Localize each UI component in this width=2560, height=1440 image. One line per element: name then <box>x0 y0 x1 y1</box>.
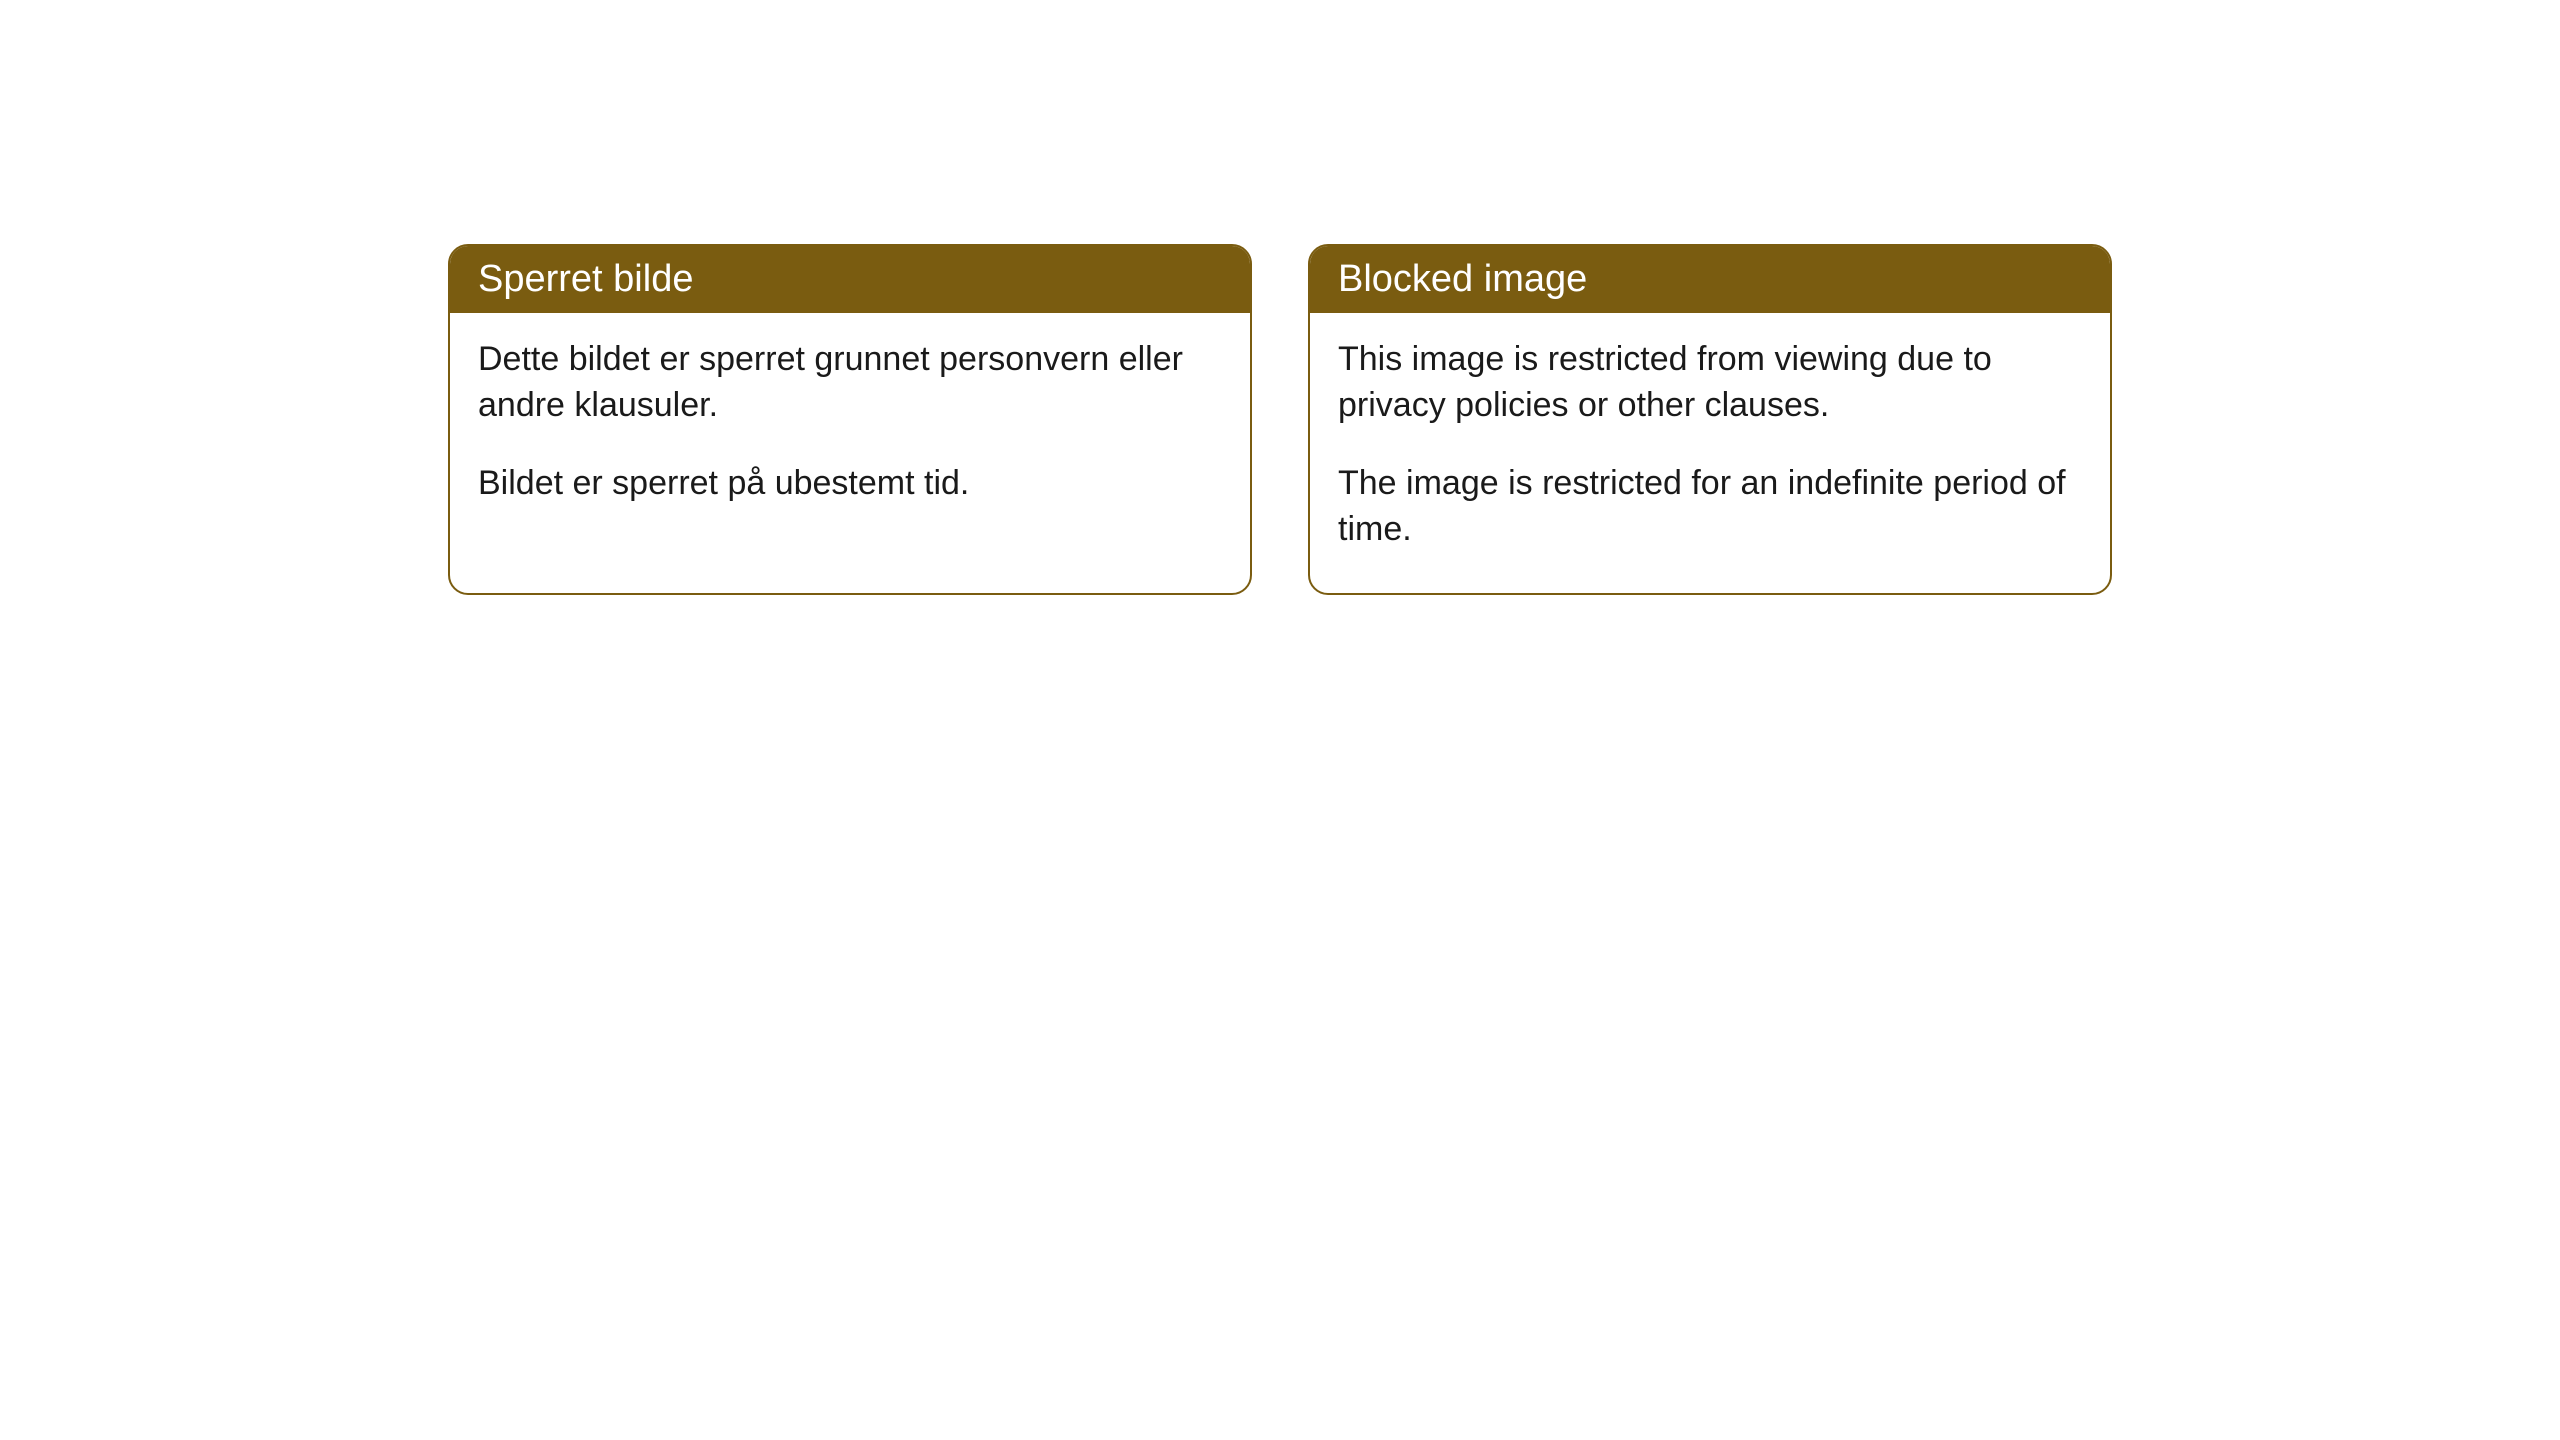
card-header: Sperret bilde <box>450 246 1250 313</box>
notice-container: Sperret bilde Dette bildet er sperret gr… <box>0 0 2560 595</box>
card-title: Blocked image <box>1338 258 1587 300</box>
card-title: Sperret bilde <box>478 258 693 300</box>
card-paragraph: Dette bildet er sperret grunnet personve… <box>478 337 1222 429</box>
card-paragraph: Bildet er sperret på ubestemt tid. <box>478 461 1222 507</box>
notice-card-english: Blocked image This image is restricted f… <box>1308 244 2112 595</box>
notice-card-norwegian: Sperret bilde Dette bildet er sperret gr… <box>448 244 1252 595</box>
card-paragraph: The image is restricted for an indefinit… <box>1338 461 2082 553</box>
card-body: Dette bildet er sperret grunnet personve… <box>450 313 1250 547</box>
card-body: This image is restricted from viewing du… <box>1310 313 2110 593</box>
card-paragraph: This image is restricted from viewing du… <box>1338 337 2082 429</box>
card-header: Blocked image <box>1310 246 2110 313</box>
